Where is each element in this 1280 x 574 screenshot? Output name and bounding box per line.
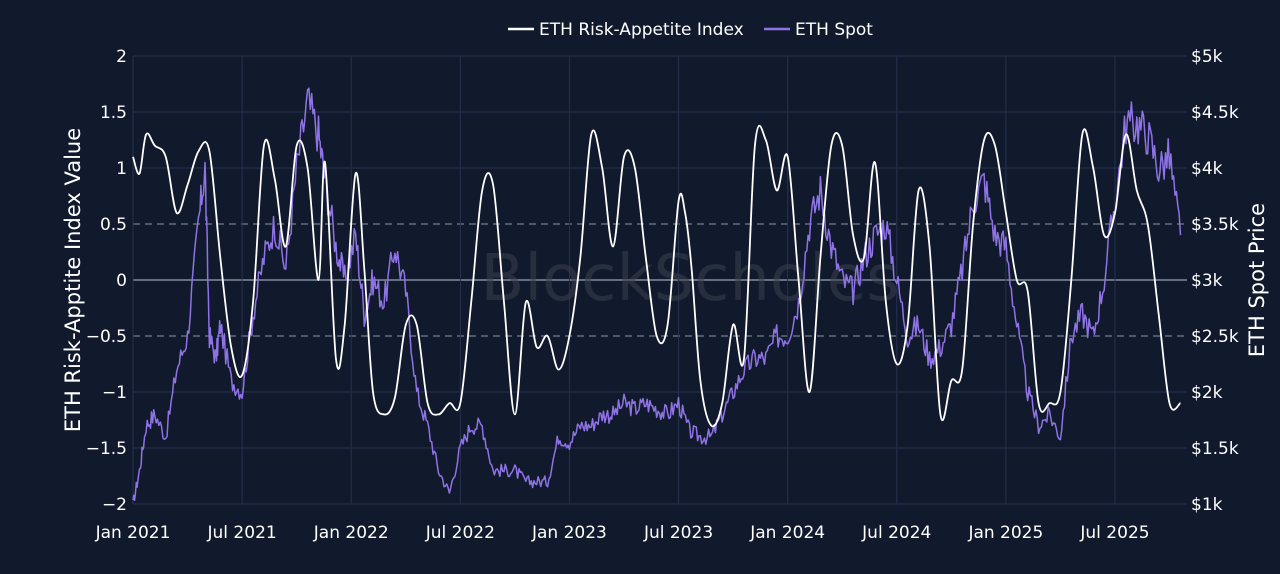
x-tick-labels: Jan 2021 Jul 2021 Jan 2022 Jul 2022 Jan 2023… — [95, 523, 1150, 543]
legend-item-index[interactable]: ETH Risk-Appetite Index — [508, 20, 744, 40]
series-line-eth-spot — [132, 87, 1182, 502]
y-right-tick-1: $4.5k — [1191, 103, 1239, 123]
y-left-tick-0: 2 — [116, 47, 127, 67]
legend[interactable]: ETH Risk-Appetite Index ETH Spot — [508, 20, 873, 40]
legend-label-spot: ETH Spot — [795, 20, 873, 40]
x-tick-9: Jul 2025 — [1079, 523, 1149, 543]
series-line-risk-appetite-index — [132, 124, 1182, 428]
x-tick-1: Jul 2021 — [207, 523, 277, 543]
x-tick-3: Jul 2022 — [425, 523, 495, 543]
x-tick-5: Jul 2023 — [643, 523, 713, 543]
y-left-tick-4: 0 — [116, 271, 127, 291]
y-right-tick-6: $2k — [1191, 383, 1223, 403]
y-right-tick-5: $2.5k — [1191, 327, 1239, 347]
y-right-tick-3: $3.5k — [1191, 215, 1239, 235]
y-right-tick-2: $4k — [1191, 159, 1223, 179]
legend-label-index: ETH Risk-Appetite Index — [539, 20, 744, 40]
grid — [132, 55, 1187, 505]
y-left-tick-6: −1 — [102, 383, 127, 403]
y-right-tick-8: $1k — [1191, 495, 1223, 515]
y-left-tick-labels: 2 1.5 1 0.5 0 −0.5 −1 −1.5 −2 — [86, 47, 127, 515]
y-left-tick-2: 1 — [116, 159, 127, 179]
y-left-tick-5: −0.5 — [86, 327, 127, 347]
x-tick-4: Jan 2023 — [531, 523, 607, 543]
y-left-tick-3: 0.5 — [100, 215, 127, 235]
series-layer — [132, 87, 1182, 502]
legend-item-spot[interactable]: ETH Spot — [764, 20, 873, 40]
y-right-tick-4: $3k — [1191, 271, 1223, 291]
x-tick-2: Jan 2022 — [313, 523, 389, 543]
y-right-tick-labels: $5k $4.5k $4k $3.5k $3k $2.5k $2k $1.5k $1k — [1191, 47, 1239, 515]
y-right-tick-7: $1.5k — [1191, 439, 1239, 459]
y-left-tick-8: −2 — [102, 495, 127, 515]
x-tick-6: Jan 2024 — [749, 523, 825, 543]
y-left-axis-title: ETH Risk-Apptite Index Value — [61, 128, 85, 432]
y-left-tick-7: −1.5 — [86, 439, 127, 459]
y-left-tick-1: 1.5 — [100, 103, 127, 123]
x-tick-0: Jan 2021 — [95, 523, 171, 543]
y-right-tick-0: $5k — [1191, 47, 1223, 67]
y-right-axis-title: ETH Spot Price — [1245, 203, 1269, 357]
x-tick-7: Jul 2024 — [861, 523, 931, 543]
x-tick-8: Jan 2025 — [967, 523, 1043, 543]
